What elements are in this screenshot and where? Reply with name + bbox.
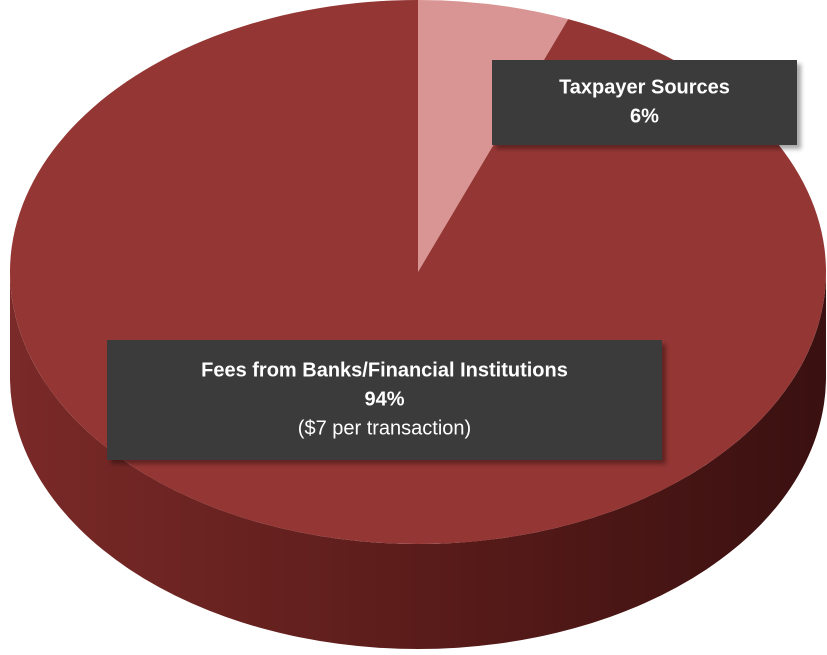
data-label: 6% — [630, 105, 659, 127]
label-box — [107, 340, 662, 460]
label-box — [492, 60, 797, 145]
data-label: Fees from Banks/Financial Institutions — [201, 359, 568, 381]
data-label: Taxpayer Sources — [559, 76, 730, 98]
data-label: 94% — [364, 388, 404, 410]
pie-side — [10, 272, 826, 649]
data-label: ($7 per transaction) — [298, 417, 471, 439]
